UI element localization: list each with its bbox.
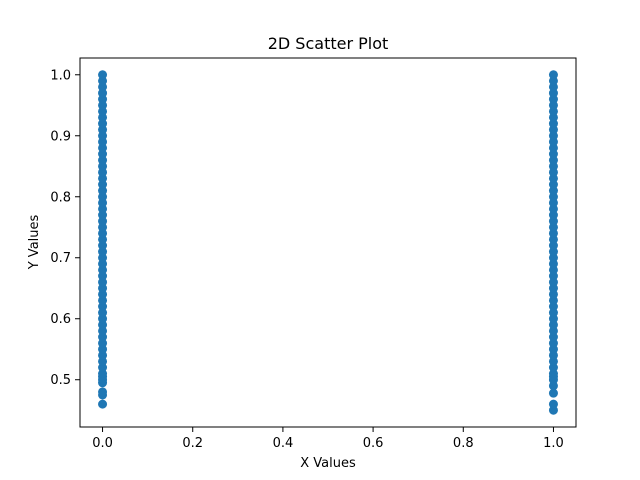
- y-tick-label: 0.5: [50, 373, 71, 388]
- data-point: [548, 70, 558, 80]
- y-tick-label: 0.8: [50, 190, 71, 205]
- x-axis-title: X Values: [300, 456, 356, 471]
- y-tick-label: 0.6: [50, 312, 71, 327]
- y-axis-title: Y Values: [27, 215, 42, 271]
- y-axis: 0.5 0.6 0.7 0.8 0.9 1.0: [50, 68, 80, 388]
- data-point: [98, 399, 108, 409]
- data-point: [98, 70, 108, 80]
- y-tick-label: 0.7: [50, 251, 71, 266]
- axes-layer: [79, 57, 577, 428]
- plot-frame: [79, 57, 577, 428]
- y-tick-label: 1.0: [50, 68, 71, 83]
- x-axis: 0.0 0.2 0.4 0.6 0.8 1.0: [92, 427, 564, 451]
- x-tick-label: 0.0: [92, 436, 113, 451]
- data-point: [548, 388, 558, 398]
- points-layer: [98, 70, 558, 415]
- data-point: [98, 387, 108, 397]
- y-tick-label: 0.9: [50, 129, 71, 144]
- data-point: [548, 399, 558, 409]
- x-tick-label: 0.6: [363, 436, 384, 451]
- x-tick-label: 0.4: [273, 436, 294, 451]
- x-tick-label: 0.2: [182, 436, 203, 451]
- x-tick-label: 1.0: [543, 436, 564, 451]
- chart-title: 2D Scatter Plot: [268, 34, 389, 53]
- x-tick-label: 0.8: [453, 436, 474, 451]
